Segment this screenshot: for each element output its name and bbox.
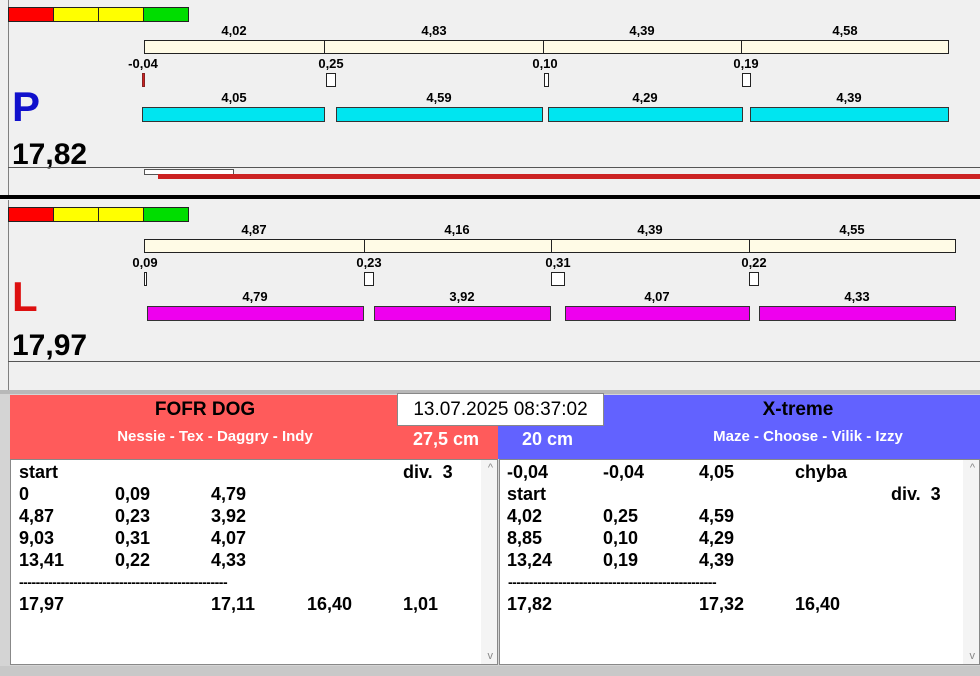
run-timeline-bar — [144, 239, 956, 253]
run-time-label: 4,02 — [221, 23, 247, 38]
light-green — [144, 8, 188, 21]
team-right-results[interactable]: -0,04 -0,04 4,05 chyba start div. 3 4,02… — [499, 459, 980, 665]
dog-run-bar — [147, 306, 364, 321]
dog-run-bar — [750, 107, 949, 122]
handover-tick — [741, 40, 742, 54]
lane-divider — [8, 0, 9, 195]
run-time-label: 4,39 — [629, 23, 655, 38]
gap-label: 0,23 — [356, 255, 382, 270]
gap-marker — [142, 73, 145, 87]
run-timeline-bar — [144, 40, 949, 54]
lane-baseline — [8, 361, 980, 362]
run-time-label: 4,87 — [241, 222, 267, 237]
gap-marker — [144, 272, 147, 286]
dog-run-bar — [565, 306, 750, 321]
run-time-label: 4,39 — [637, 222, 663, 237]
jump-height: 20 cm — [522, 429, 574, 449]
gap-label: 0,25 — [318, 56, 344, 71]
handover-tick — [324, 40, 325, 54]
dog-run-bar — [336, 107, 543, 122]
lane-total-time: 17,82 — [12, 138, 88, 171]
handover-tick — [551, 239, 552, 253]
scrollbar[interactable]: ^ v — [963, 460, 979, 664]
handover-tick — [543, 40, 544, 54]
run-datetime: 13.07.2025 08:37:02 — [397, 393, 604, 426]
light-red — [9, 208, 54, 221]
dog-run-bar — [142, 107, 325, 122]
run-time-label: 4,16 — [444, 222, 470, 237]
gap-label: 0,31 — [545, 255, 571, 270]
scroll-down-icon[interactable]: v — [487, 650, 494, 662]
team-name: X-treme — [762, 399, 834, 420]
team-name: FOFR DOG — [154, 399, 256, 420]
gap-marker — [364, 272, 374, 286]
dog-run-bar — [759, 306, 956, 321]
scrollbar[interactable]: ^ v — [481, 460, 497, 664]
gap-label: 0,22 — [741, 255, 767, 270]
gap-marker — [326, 73, 336, 87]
scroll-up-icon[interactable]: ^ — [487, 462, 493, 474]
gap-marker — [551, 272, 565, 286]
team-left-header: FOFR DOG Nessie - Tex - Daggry - Indy 27… — [10, 395, 498, 459]
scroll-down-icon[interactable]: v — [969, 650, 976, 662]
dog-time-label: 3,92 — [449, 289, 475, 304]
gap-label: -0,04 — [128, 56, 158, 71]
light-yellow — [99, 8, 144, 21]
handover-tick — [749, 239, 750, 253]
lane-letter-l: L — [12, 273, 38, 320]
progress-bar — [158, 174, 980, 179]
dog-time-label: 4,79 — [242, 289, 268, 304]
dog-time-label: 4,39 — [836, 90, 862, 105]
dog-time-label: 4,29 — [632, 90, 658, 105]
scroll-up-icon[interactable]: ^ — [969, 462, 975, 474]
gap-label: 0,10 — [532, 56, 558, 71]
results-divider: ----------------------------------------… — [19, 574, 228, 590]
lane-total-time: 17,97 — [12, 329, 88, 362]
lane-l-panel: 4,87 4,16 4,39 4,55 0,09 0,23 0,31 0,22 … — [0, 200, 980, 390]
jump-height: 27,5 cm — [413, 429, 480, 449]
gap-marker — [544, 73, 549, 87]
start-light-l — [8, 207, 189, 222]
dog-time-label: 4,59 — [426, 90, 452, 105]
gap-label: 0,09 — [132, 255, 158, 270]
start-light-p — [8, 7, 189, 22]
run-time-label: 4,58 — [832, 23, 858, 38]
dog-time-label: 4,05 — [221, 90, 247, 105]
light-green — [144, 208, 188, 221]
team-dogs: Maze - Choose - Vilik - Izzy — [713, 428, 903, 445]
lane-divider — [8, 200, 9, 390]
light-yellow — [99, 208, 144, 221]
gap-marker — [742, 73, 751, 87]
results-divider: ----------------------------------------… — [508, 574, 717, 590]
handover-tick — [364, 239, 365, 253]
dog-time-label: 4,07 — [644, 289, 670, 304]
light-yellow — [54, 208, 99, 221]
light-yellow — [54, 8, 99, 21]
lane-separator — [0, 195, 980, 199]
dog-time-label: 4,33 — [844, 289, 870, 304]
window-bottom-edge — [0, 666, 980, 676]
lane-letter-p: P — [12, 83, 41, 130]
lane-baseline — [8, 167, 980, 168]
gap-label: 0,19 — [733, 56, 759, 71]
team-dogs: Nessie - Tex - Daggry - Indy — [117, 428, 313, 445]
dog-run-bar — [548, 107, 743, 122]
light-red — [9, 8, 54, 21]
lane-p-panel: 4,02 4,83 4,39 4,58 -0,04 0,25 0,10 0,19… — [0, 0, 980, 195]
run-time-label: 4,55 — [839, 222, 865, 237]
dog-run-bar — [374, 306, 551, 321]
gap-marker — [749, 272, 759, 286]
team-left-results[interactable]: start div. 3 0 0,09 4,79 4,87 0,23 3,92 … — [10, 459, 498, 665]
run-time-label: 4,83 — [421, 23, 447, 38]
